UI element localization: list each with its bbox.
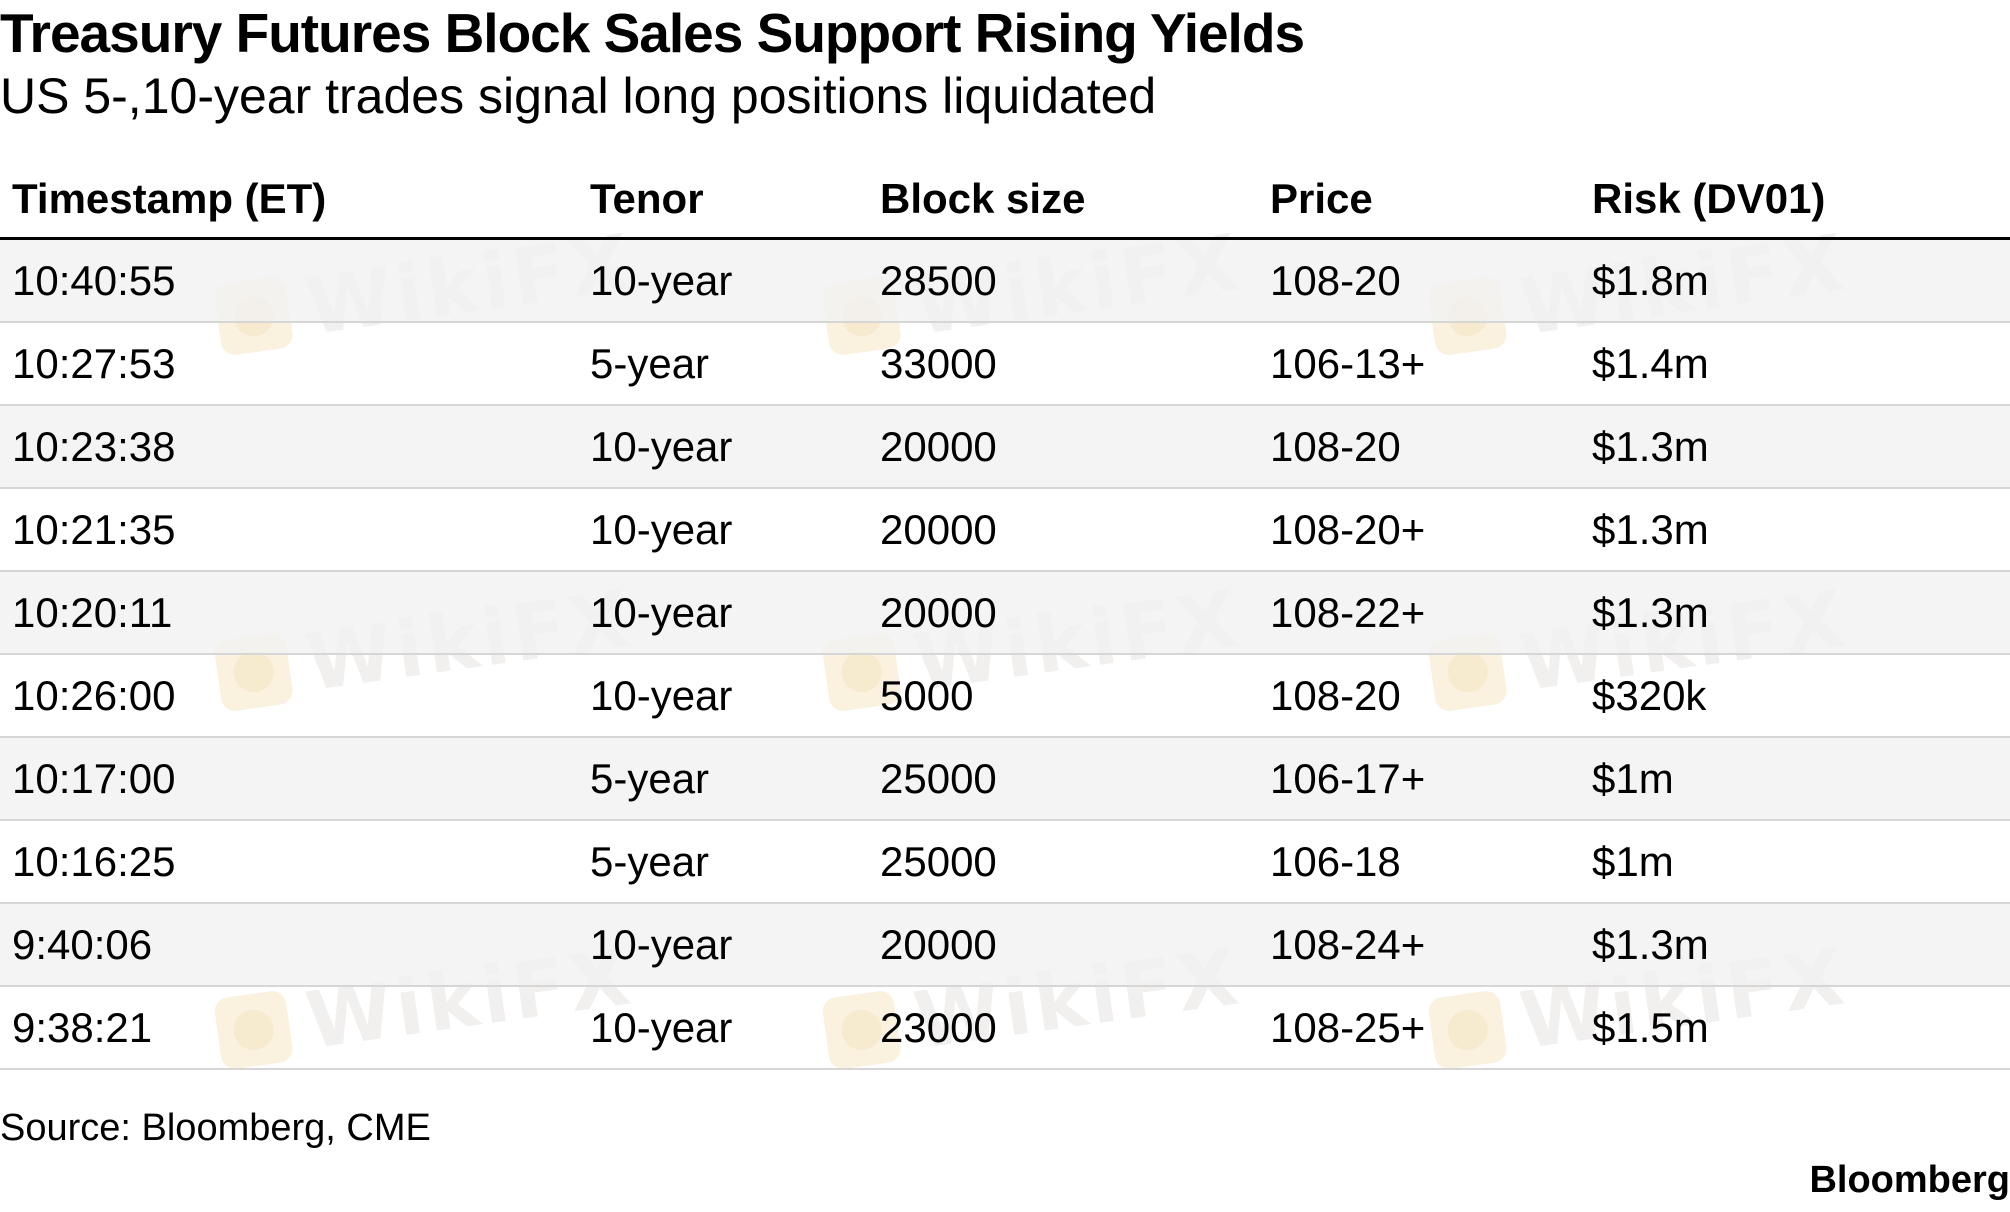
cell-timestamp: 10:27:53 [0, 322, 578, 406]
chart-subtitle: US 5-,10-year trades signal long positio… [0, 68, 1157, 124]
table-row: 10:17:00 5-year 25000 106-17+ $1m [0, 737, 2010, 821]
cell-risk: $320k [1580, 654, 2010, 738]
cell-block-size: 33000 [868, 322, 1258, 406]
cell-price: 108-24+ [1258, 903, 1580, 987]
cell-timestamp: 9:40:06 [0, 903, 578, 987]
bloomberg-logo: Bloomberg [1809, 1159, 2010, 1201]
cell-risk: $1.3m [1580, 903, 2010, 987]
table-row: 10:23:38 10-year 20000 108-20 $1.3m [0, 405, 2010, 489]
cell-price: 106-17+ [1258, 737, 1580, 821]
cell-price: 108-22+ [1258, 571, 1580, 655]
cell-timestamp: 10:23:38 [0, 405, 578, 489]
cell-timestamp: 9:38:21 [0, 986, 578, 1070]
table-header-row: Timestamp (ET) Tenor Block size Price Ri… [0, 160, 2010, 240]
column-header-risk: Risk (DV01) [1580, 160, 2010, 240]
table-row: 10:16:25 5-year 25000 106-18 $1m [0, 820, 2010, 904]
cell-timestamp: 10:21:35 [0, 488, 578, 572]
cell-timestamp: 10:20:11 [0, 571, 578, 655]
cell-timestamp: 10:17:00 [0, 737, 578, 821]
cell-timestamp: 10:16:25 [0, 820, 578, 904]
cell-price: 106-18 [1258, 820, 1580, 904]
table-row: 10:21:35 10-year 20000 108-20+ $1.3m [0, 488, 2010, 572]
cell-price: 108-20 [1258, 405, 1580, 489]
cell-block-size: 25000 [868, 737, 1258, 821]
cell-price: 108-20 [1258, 654, 1580, 738]
cell-block-size: 20000 [868, 405, 1258, 489]
table-row: 10:20:11 10-year 20000 108-22+ $1.3m [0, 571, 2010, 655]
column-header-timestamp: Timestamp (ET) [0, 160, 578, 240]
table-row: 9:40:06 10-year 20000 108-24+ $1.3m [0, 903, 2010, 987]
column-header-price: Price [1258, 160, 1580, 240]
cell-price: 108-20+ [1258, 488, 1580, 572]
cell-tenor: 10-year [578, 405, 868, 489]
block-trades-table: Timestamp (ET) Tenor Block size Price Ri… [0, 160, 2010, 1070]
cell-risk: $1.3m [1580, 571, 2010, 655]
cell-block-size: 20000 [868, 571, 1258, 655]
cell-risk: $1m [1580, 737, 2010, 821]
column-header-tenor: Tenor [578, 160, 868, 240]
source-note: Source: Bloomberg, CME [0, 1107, 431, 1149]
table-row: 9:38:21 10-year 23000 108-25+ $1.5m [0, 986, 2010, 1070]
cell-risk: $1.3m [1580, 405, 2010, 489]
cell-tenor: 10-year [578, 238, 868, 323]
cell-tenor: 10-year [578, 571, 868, 655]
cell-tenor: 10-year [578, 986, 868, 1070]
column-header-block-size: Block size [868, 160, 1258, 240]
cell-price: 106-13+ [1258, 322, 1580, 406]
cell-block-size: 5000 [868, 654, 1258, 738]
cell-tenor: 10-year [578, 903, 868, 987]
cell-block-size: 23000 [868, 986, 1258, 1070]
cell-block-size: 20000 [868, 488, 1258, 572]
cell-price: 108-25+ [1258, 986, 1580, 1070]
table-row: 10:27:53 5-year 33000 106-13+ $1.4m [0, 322, 2010, 406]
cell-timestamp: 10:40:55 [0, 238, 578, 323]
cell-timestamp: 10:26:00 [0, 654, 578, 738]
table-row: 10:40:55 10-year 28500 108-20 $1.8m [0, 238, 2010, 323]
cell-block-size: 20000 [868, 903, 1258, 987]
cell-block-size: 28500 [868, 238, 1258, 323]
chart-title: Treasury Futures Block Sales Support Ris… [0, 2, 1305, 64]
cell-risk: $1.4m [1580, 322, 2010, 406]
cell-price: 108-20 [1258, 238, 1580, 323]
cell-tenor: 5-year [578, 737, 868, 821]
cell-risk: $1.8m [1580, 238, 2010, 323]
cell-block-size: 25000 [868, 820, 1258, 904]
table-row: 10:26:00 10-year 5000 108-20 $320k [0, 654, 2010, 738]
cell-tenor: 5-year [578, 322, 868, 406]
cell-risk: $1m [1580, 820, 2010, 904]
cell-risk: $1.3m [1580, 488, 2010, 572]
cell-tenor: 10-year [578, 654, 868, 738]
cell-tenor: 10-year [578, 488, 868, 572]
cell-tenor: 5-year [578, 820, 868, 904]
cell-risk: $1.5m [1580, 986, 2010, 1070]
